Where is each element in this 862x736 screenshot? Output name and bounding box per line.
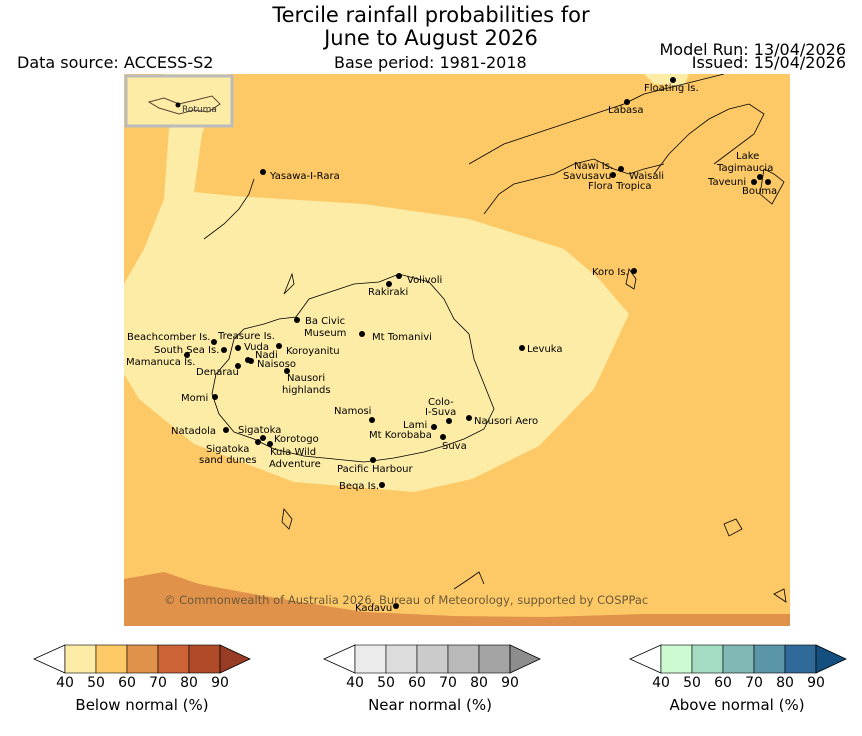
- colorbar-above-normal: [629, 644, 847, 674]
- rotuma-label: Rotuma: [182, 105, 217, 115]
- data-source: Data source: ACCESS-S2: [17, 53, 214, 72]
- place-label: Flora Tropica: [588, 181, 651, 192]
- place-label: Sigatoka: [206, 444, 249, 455]
- place-label: Nausori Aero: [474, 416, 538, 427]
- colorbar-near-normal: [323, 644, 541, 674]
- place-label: Treasure Is.: [217, 331, 275, 342]
- place-label: Taveuni: [707, 177, 746, 188]
- bn60-region: [124, 572, 790, 626]
- model-run: Model Run: 13/04/2026: [659, 40, 847, 59]
- place-label: Denarau: [196, 367, 239, 378]
- bn40-patch-ne: [644, 74, 689, 86]
- colorbar-below-label: Below normal (%): [75, 696, 209, 714]
- place-label: highlands: [282, 385, 331, 396]
- copyright-text: © Commonwealth of Australia 2026, Bureau…: [164, 593, 648, 607]
- colorbar-above-label: Above normal (%): [669, 696, 805, 714]
- place-label: Beqa Is.: [339, 481, 379, 492]
- colorbar-near-label: Near normal (%): [368, 696, 492, 714]
- place-label: Nadi: [255, 350, 278, 361]
- rainfall-map: Rotuma Floating Is. Labasa Yasawa-I-Rara…: [124, 74, 790, 626]
- place-label: sand dunes: [199, 455, 257, 466]
- place-label: Nawi Is.: [574, 161, 613, 172]
- place-label: Ba Civic: [305, 316, 345, 327]
- place-label: Pacific Harbour: [337, 464, 414, 475]
- place-label: Mt Tomanivi: [372, 332, 432, 343]
- place-label: Museum: [304, 328, 346, 339]
- place-label: Momi: [181, 393, 208, 404]
- title-line-2: June to August 2026: [324, 26, 538, 50]
- base-period: Base period: 1981-2018: [334, 53, 527, 72]
- place-label: Kula Wild: [270, 447, 316, 458]
- place-label: Mt Korobaba: [369, 430, 432, 441]
- place-label: Naisoso: [257, 359, 296, 370]
- place-label: South Sea Is.: [154, 345, 219, 356]
- issued-date: Issued: 15/04/2026: [691, 53, 846, 72]
- place-label: Colo-: [428, 397, 454, 408]
- place-label: Suva: [442, 441, 467, 452]
- place-label: Rakiraki: [368, 287, 408, 298]
- place-label: Natadola: [171, 426, 216, 437]
- place-label: Yasawa-I-Rara: [269, 171, 340, 182]
- place-label: Sigatoka: [238, 425, 281, 436]
- colorbar-below-normal: [33, 644, 251, 674]
- place-label: Koro Is.: [592, 267, 629, 278]
- place-label: Kadavu: [355, 603, 392, 614]
- coastlines: [203, 74, 787, 603]
- place-label: Volivoli: [407, 275, 442, 286]
- place-label: I-Suva: [425, 407, 456, 418]
- place-label: Tagimaucia: [716, 163, 773, 174]
- place-markers: Floating Is. Labasa Yasawa-I-Rara Nawi I…: [126, 77, 777, 614]
- place-label: Lake: [736, 151, 759, 162]
- place-label: Nausori: [287, 373, 325, 384]
- place-label: Mamanuca Is.: [126, 357, 195, 368]
- rotuma-dot: [175, 102, 181, 108]
- place-label: Korotogo: [274, 434, 319, 445]
- place-label: Beachcomber Is.: [127, 332, 210, 343]
- place-label: Bouma: [742, 186, 777, 197]
- place-label: Lami: [403, 420, 427, 431]
- place-label: Savusavu: [563, 171, 611, 182]
- place-label: Koroyanitu: [286, 346, 340, 357]
- place-label: Levuka: [527, 344, 563, 355]
- place-label: Labasa: [608, 105, 644, 116]
- bn40-region: [124, 74, 629, 492]
- place-label: Namosi: [334, 406, 371, 417]
- rotuma-island-outline: [147, 95, 221, 115]
- place-label: Waisali: [629, 171, 664, 182]
- place-label: Adventure: [269, 459, 321, 470]
- inset-box: [124, 74, 234, 128]
- place-label: Floating Is.: [644, 83, 699, 94]
- place-label: Vuda: [244, 342, 269, 353]
- title-line-1: Tercile rainfall probabilities for: [272, 3, 590, 27]
